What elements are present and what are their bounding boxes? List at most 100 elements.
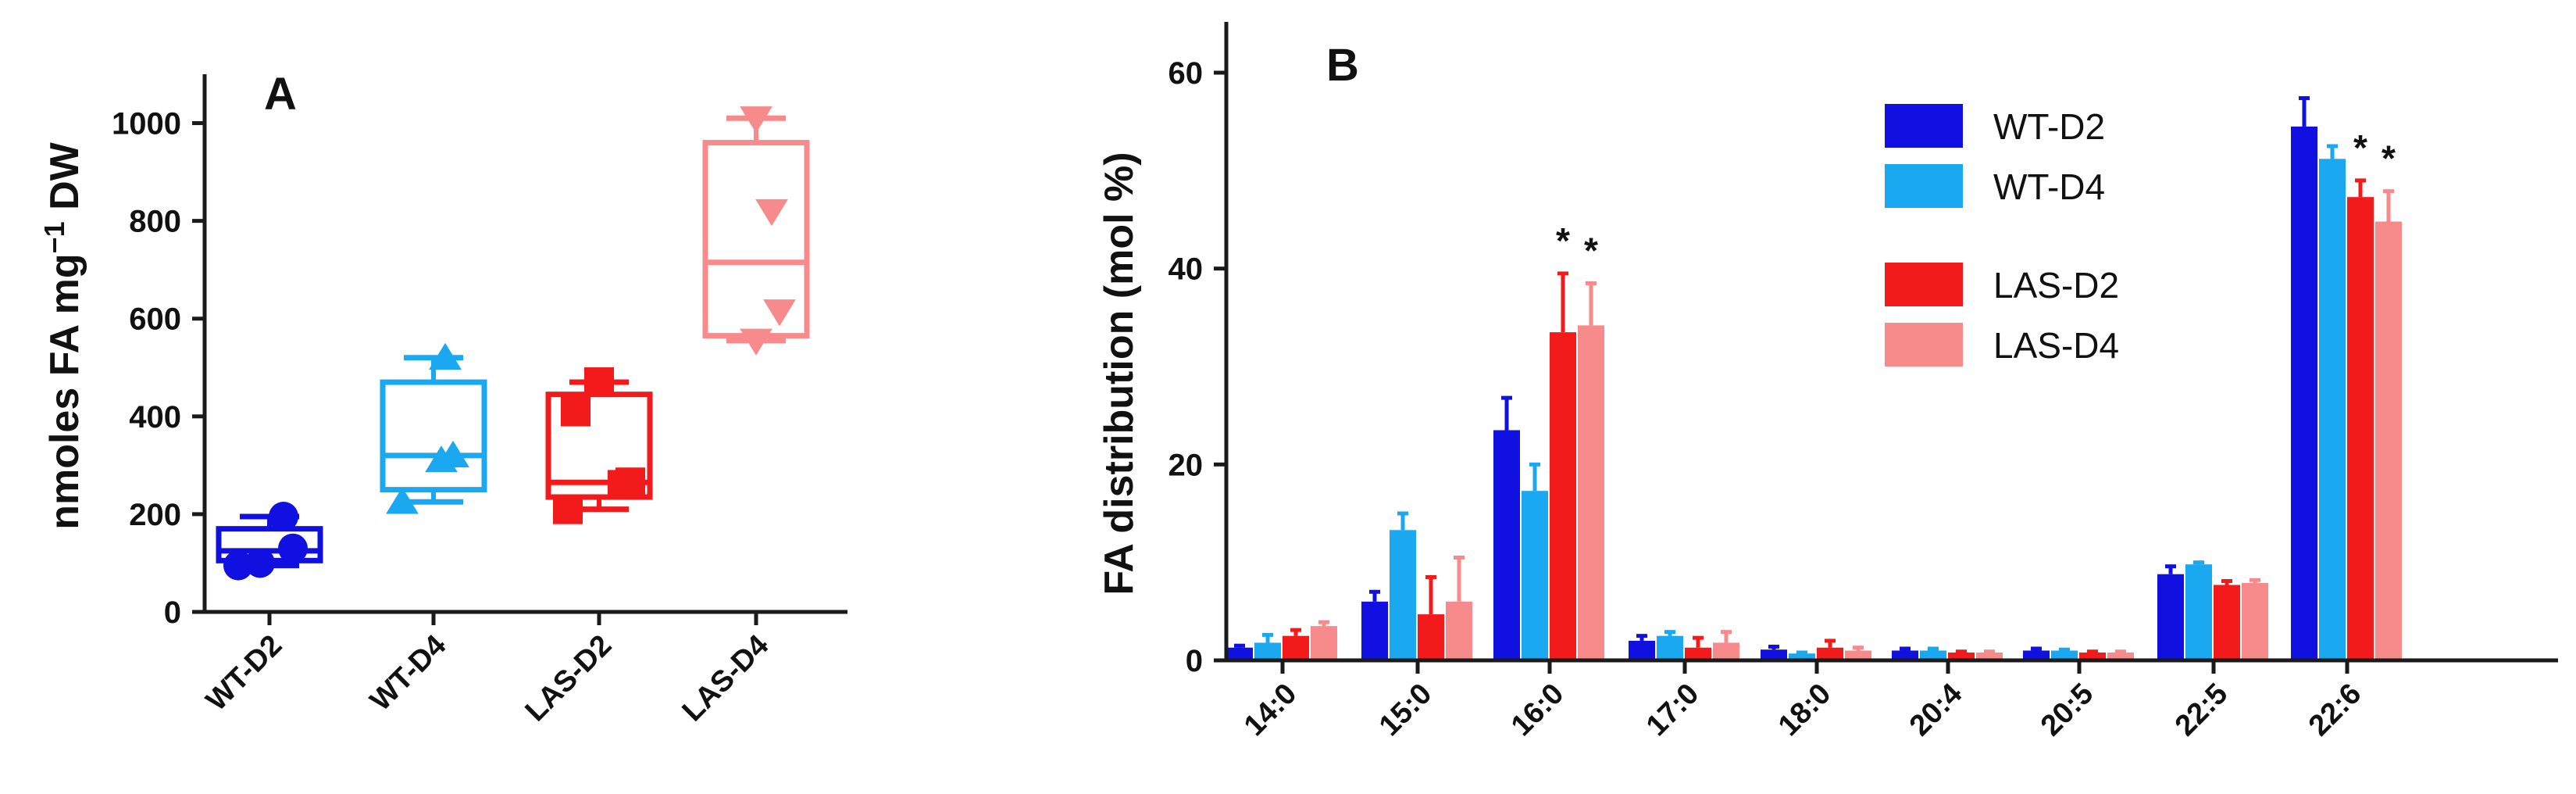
box-wt-d4 (380, 342, 487, 514)
box-point-triangle-down (740, 328, 772, 356)
panel-b-y-tick-label: 0 (1186, 644, 1203, 678)
panel-b-legend: WT-D2 WT-D4 LAS-D2 LAS-D4 (1885, 104, 2119, 367)
bar-las-d2 (1948, 652, 1975, 660)
bar-las-d4 (1446, 601, 1472, 660)
panel-b-x-category-label: 16:0 (1505, 678, 1570, 742)
panel-a-y-axis-title: nmoles FA mg−1 DW (38, 141, 87, 530)
significance-marker: * (2353, 127, 2367, 168)
significance-marker: * (1556, 220, 1570, 261)
significance-marker: * (1584, 230, 1598, 270)
panel-a-boxes (216, 106, 810, 581)
box-point-triangle-up (429, 342, 462, 370)
bar-las-d2 (1283, 635, 1309, 660)
bar-wt-d4 (1920, 650, 1946, 660)
box-point-square (553, 494, 583, 524)
bar-wt-d4 (2185, 564, 2212, 660)
panel-b-x-category-label: 17:0 (1640, 678, 1705, 742)
box-point-circle (245, 548, 275, 578)
panel-b-y-tick-label: 20 (1168, 448, 1204, 482)
bar-group-18-0 (1761, 638, 1871, 660)
panel-b-x-category-label: 20:5 (2035, 678, 2100, 742)
legend-label-las-d2: LAS-D2 (1993, 265, 2119, 306)
panel-b-label: B (1326, 40, 1359, 91)
panel-b-x-categories: 14:0 15:0 16:0 17:0 18:0 20:4 20:5 22:5 22:6 (1238, 660, 2367, 742)
panel-a-y-tick-label: 800 (129, 205, 181, 239)
bar-las-d2 (1418, 614, 1444, 660)
box-point-circle (223, 550, 253, 581)
panel-a-ylabel-main: nmoles FA mg (42, 253, 87, 529)
box-point-triangle-down (755, 198, 788, 227)
bar-wt-d2 (2291, 126, 2317, 660)
bar-wt-d4 (1657, 635, 1683, 660)
panel-b-y-tick-label: 40 (1168, 252, 1204, 287)
box-las-d4 (702, 106, 810, 356)
bar-group-20-4 (1892, 646, 2003, 660)
panel-b-x-category-label: 22:5 (2169, 678, 2234, 742)
panel-b-x-category-label: 22:6 (2303, 678, 2367, 742)
panel-a-label: A (264, 69, 297, 120)
bar-las-d4 (1578, 325, 1604, 660)
box-point-circle (269, 502, 298, 532)
legend-label-wt-d4: WT-D4 (1993, 166, 2105, 207)
bar-wt-d4 (2319, 159, 2346, 660)
panel-a-y-tick-label: 600 (129, 302, 181, 337)
panel-a-y-tick-label: 1000 (112, 107, 181, 141)
legend-label-wt-d2: WT-D2 (1993, 106, 2105, 147)
bar-wt-d2 (1226, 647, 1253, 660)
bar-las-d4 (1845, 650, 1871, 660)
legend-swatch-las-d4 (1885, 323, 1963, 367)
panel-a-y-tick-label: 0 (164, 596, 181, 630)
box-point-triangle-down (740, 106, 772, 134)
legend-swatch-wt-d4 (1885, 164, 1963, 208)
bar-group-22-5 (2157, 560, 2268, 660)
legend-label-las-d4: LAS-D4 (1993, 325, 2119, 366)
bar-wt-d4 (1789, 653, 1815, 660)
panel-b-x-category-label: 18:0 (1772, 678, 1837, 742)
panel-b-y-tick-label: 60 (1168, 56, 1204, 91)
bar-las-d2 (2214, 585, 2240, 660)
box-point-square (615, 467, 645, 498)
box-point-square (584, 367, 614, 398)
panel-b-x-category-label: 14:0 (1238, 678, 1303, 742)
bar-group-22-6: * * (2291, 96, 2402, 660)
panel-a-ylabel-sup: −1 (38, 221, 70, 253)
panel-b-y-ticks: 0 20 40 60 (1168, 56, 1226, 678)
panel-a-x-category-label: WT-D2 (200, 629, 288, 717)
bar-wt-d2 (1361, 601, 1388, 660)
bar-las-d4 (1976, 652, 2003, 660)
bar-wt-d2 (1761, 649, 1787, 660)
box-iqr (702, 140, 810, 339)
bar-las-d4 (2375, 221, 2402, 660)
panel-b-y-axis-title: FA distribution (mol %) (1097, 152, 1142, 595)
panel-a: A nmoles FA mg−1 DW 0 200 400 600 800 1000 WT… (38, 69, 847, 728)
legend-swatch-las-d2 (1885, 263, 1963, 306)
box-las-d2 (545, 367, 653, 524)
bar-wt-d2 (1493, 430, 1520, 660)
bar-las-d4 (2107, 652, 2134, 660)
bar-las-d4 (2242, 582, 2268, 660)
bar-group-14-0 (1226, 620, 1337, 660)
bar-wt-d2 (2023, 650, 2050, 660)
significance-marker: * (2382, 138, 2396, 179)
bar-group-16-0: * * (1493, 220, 1604, 660)
bar-wt-d4 (1390, 530, 1416, 660)
panel-b-bars: * ** * (1226, 96, 2402, 660)
panel-a-y-tick-label: 400 (129, 400, 181, 435)
panel-a-x-categories: WT-D2 WT-D4 LAS-D2 LAS-D4 (200, 612, 775, 728)
bar-las-d2 (2079, 652, 2106, 660)
box-iqr (380, 379, 487, 493)
panel-a-x-category-label: LAS-D4 (676, 629, 776, 728)
bar-wt-d4 (1522, 491, 1548, 660)
bar-wt-d2 (2157, 574, 2184, 660)
bar-group-20-5 (2023, 646, 2134, 660)
bar-wt-d2 (1892, 650, 1918, 660)
panel-a-y-tick-label: 200 (129, 498, 181, 532)
box-point-triangle-up (386, 487, 419, 514)
bar-las-d2 (1817, 647, 1843, 660)
panel-b-x-category-label: 20:4 (1903, 678, 1968, 742)
bar-group-15-0 (1361, 511, 1472, 660)
box-wt-d2 (216, 502, 323, 581)
panel-a-x-category-label: LAS-D2 (519, 629, 619, 728)
bar-wt-d4 (1254, 642, 1281, 660)
